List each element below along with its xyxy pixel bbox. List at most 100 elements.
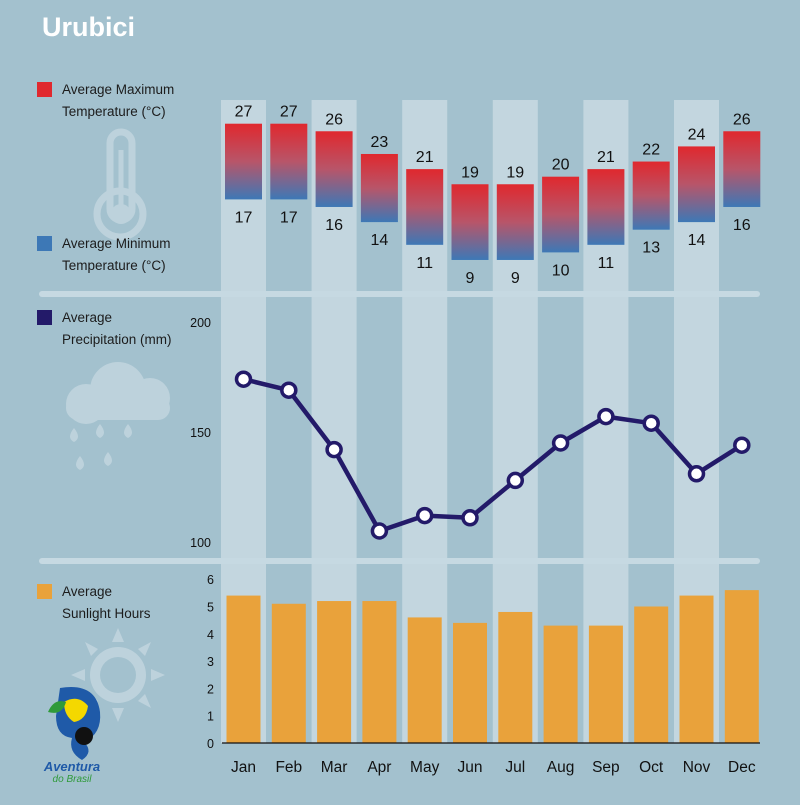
sun-bar-nov	[679, 595, 714, 743]
sun-bar-may	[407, 617, 442, 743]
month-label-dec: Dec	[728, 759, 756, 776]
min-temp-label-jul: 9	[511, 270, 520, 287]
sun-bar-dec	[724, 590, 759, 743]
logo-parrot-eye-icon	[75, 727, 93, 745]
min-temp-label-dec: 16	[733, 217, 751, 234]
max-temp-label-aug: 20	[552, 157, 570, 174]
legend-swatch-min-temp	[37, 236, 52, 251]
sunlight-chart: 0 1 2 3 4 5 6	[207, 573, 760, 751]
sun-icon	[71, 628, 165, 722]
temp-bar-jul	[496, 184, 534, 260]
legend-min-temp-line1: Average Minimum	[62, 236, 171, 251]
precip-tick-100: 100	[190, 536, 211, 550]
min-temp-label-nov: 14	[688, 232, 706, 249]
temp-bar-jan	[225, 123, 262, 200]
precip-line	[242, 377, 744, 534]
legend-precip: Average Precipitation (mm)	[37, 310, 172, 347]
sun-bar-jul	[498, 611, 533, 743]
legend-max-temp: Average Maximum Temperature (°C)	[37, 82, 174, 119]
legend-sunlight-line2: Sunlight Hours	[62, 606, 151, 621]
max-temp-label-oct: 22	[642, 142, 660, 159]
legend-precip-line2: Precipitation (mm)	[62, 332, 172, 347]
temp-bar-apr	[360, 153, 398, 223]
sun-bar-mar	[317, 601, 352, 743]
precipitation-chart: 100 150 200	[190, 316, 751, 550]
max-temp-label-jun: 19	[461, 164, 479, 181]
rain-cloud-icon	[66, 362, 170, 470]
max-temp-label-jan: 27	[235, 104, 253, 121]
min-temp-label-mar: 16	[325, 217, 343, 234]
max-temp-label-apr: 23	[371, 134, 389, 151]
sun-bar-jan	[226, 595, 261, 743]
legend-max-temp-line2: Temperature (°C)	[62, 104, 166, 119]
sun-tick-5: 5	[207, 601, 214, 615]
max-temp-label-may: 21	[416, 149, 434, 166]
legend-swatch-precip	[37, 310, 52, 325]
precip-point-feb	[280, 381, 298, 399]
month-label-apr: Apr	[367, 759, 391, 776]
month-label-feb: Feb	[275, 759, 302, 776]
min-temp-label-feb: 17	[280, 209, 298, 226]
min-temp-label-jan: 17	[235, 209, 253, 226]
month-label-jun: Jun	[458, 759, 483, 776]
precip-tick-200: 200	[190, 316, 211, 330]
logo-parrot-head-icon	[64, 698, 88, 722]
precip-point-jan	[234, 370, 253, 388]
month-axis: Jan Feb Mar Apr May Jun Jul Aug Sep Oct Nov Dec	[231, 759, 756, 776]
max-temp-label-sep: 21	[597, 149, 615, 166]
temp-bar-sep	[587, 169, 625, 245]
legend-precip-line1: Average	[62, 310, 112, 325]
sun-bar-jun	[453, 622, 487, 743]
sun-tick-6: 6	[207, 573, 214, 587]
logo-leaf-icon	[48, 701, 66, 713]
month-label-nov: Nov	[683, 759, 711, 776]
precip-point-may	[415, 506, 434, 525]
precip-point-jul	[506, 471, 525, 490]
min-temp-label-apr: 14	[371, 232, 389, 249]
legend-sunlight-line1: Average	[62, 584, 112, 599]
temp-bar-nov	[678, 146, 715, 223]
aventura-logo: Aventura do Brasil	[43, 687, 101, 785]
legend-swatch-sunlight	[37, 584, 52, 599]
month-label-may: May	[410, 759, 440, 776]
temp-bar-oct	[632, 161, 670, 230]
sun-bar-oct	[634, 606, 669, 743]
precip-point-oct	[642, 414, 660, 432]
legend-sunlight: Average Sunlight Hours	[37, 584, 151, 621]
thermometer-icon	[93, 128, 147, 241]
min-temp-label-jun: 9	[466, 270, 475, 287]
max-temp-label-jul: 19	[506, 164, 524, 181]
legend-swatch-max-temp	[37, 82, 52, 97]
month-label-aug: Aug	[547, 759, 575, 776]
precip-point-sep	[597, 407, 615, 426]
min-temp-label-oct: 13	[642, 240, 660, 257]
precip-point-jun	[461, 509, 479, 527]
max-temp-label-dec: 26	[733, 111, 751, 128]
max-temp-label-nov: 24	[688, 126, 706, 143]
logo-text-line1: Aventura	[43, 759, 100, 774]
temperature-chart: 27 17 27 17 26 16 23 14 21 11 19 9 19 9 20 10 21 11 22 13 24…	[225, 104, 761, 287]
month-label-jul: Jul	[505, 759, 525, 776]
sun-tick-0: 0	[207, 737, 214, 751]
legend-max-temp-line1: Average Maximum	[62, 82, 174, 97]
sun-bar-apr	[362, 601, 397, 743]
legend-min-temp: Average Minimum Temperature (°C)	[37, 236, 171, 273]
min-temp-label-aug: 10	[552, 262, 570, 279]
sun-bar-feb	[271, 603, 306, 743]
precip-point-dec	[733, 436, 751, 454]
chart-title: Urubici	[42, 12, 135, 42]
legend-min-temp-line2: Temperature (°C)	[62, 258, 166, 273]
temp-bar-jun	[451, 184, 489, 260]
temp-bar-dec	[723, 131, 761, 207]
temp-bar-feb	[270, 123, 308, 200]
month-label-jan: Jan	[231, 759, 256, 776]
max-temp-label-mar: 26	[325, 111, 343, 128]
precip-point-mar	[325, 440, 343, 459]
temp-bar-aug	[542, 176, 580, 253]
max-temp-label-feb: 27	[280, 104, 298, 121]
sun-tick-2: 2	[207, 682, 214, 696]
precip-point-aug	[551, 434, 570, 452]
precip-tick-150: 150	[190, 426, 211, 440]
sun-tick-1: 1	[207, 710, 214, 724]
